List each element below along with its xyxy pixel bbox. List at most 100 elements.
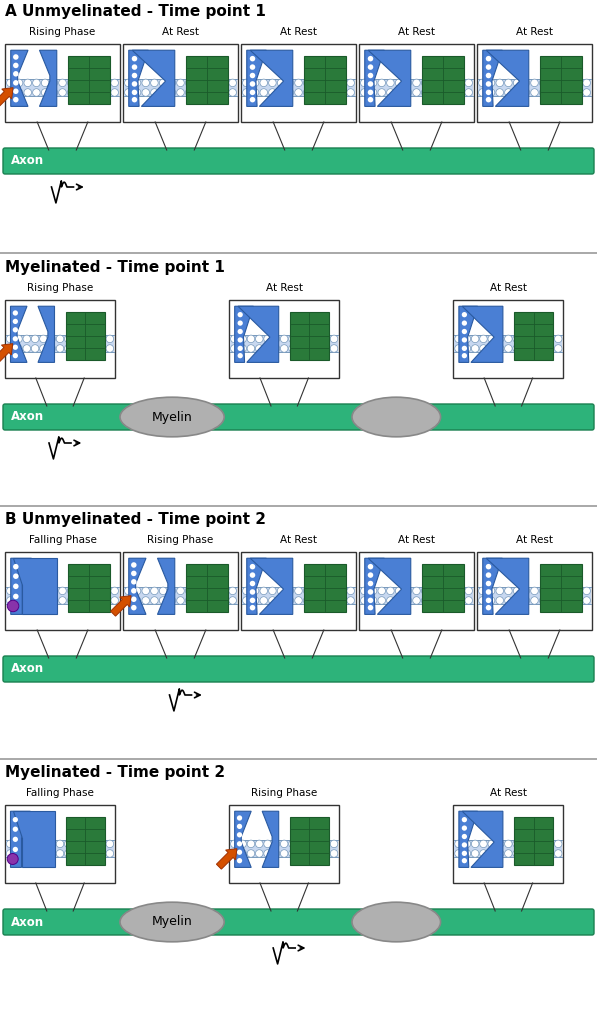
Circle shape bbox=[203, 597, 210, 604]
Polygon shape bbox=[0, 88, 13, 109]
Circle shape bbox=[203, 79, 210, 87]
Circle shape bbox=[413, 597, 420, 604]
Circle shape bbox=[461, 353, 467, 358]
Circle shape bbox=[111, 79, 118, 87]
Circle shape bbox=[85, 79, 93, 87]
Bar bbox=[124, 587, 237, 604]
Circle shape bbox=[583, 89, 590, 96]
Circle shape bbox=[33, 587, 40, 595]
Circle shape bbox=[487, 79, 495, 87]
Text: Falling Phase: Falling Phase bbox=[26, 787, 94, 798]
Circle shape bbox=[150, 587, 158, 595]
Circle shape bbox=[194, 79, 202, 87]
Circle shape bbox=[522, 597, 530, 604]
Circle shape bbox=[106, 850, 113, 857]
Circle shape bbox=[260, 597, 267, 604]
Circle shape bbox=[13, 318, 18, 324]
Circle shape bbox=[312, 79, 319, 87]
Circle shape bbox=[23, 840, 30, 848]
Circle shape bbox=[260, 587, 267, 595]
Circle shape bbox=[378, 89, 386, 96]
Ellipse shape bbox=[352, 397, 441, 437]
Circle shape bbox=[278, 79, 285, 87]
Polygon shape bbox=[290, 312, 330, 359]
Circle shape bbox=[131, 579, 137, 585]
Polygon shape bbox=[422, 564, 464, 611]
Circle shape bbox=[220, 587, 227, 595]
Polygon shape bbox=[186, 56, 227, 103]
Circle shape bbox=[256, 345, 263, 352]
Circle shape bbox=[574, 597, 581, 604]
Circle shape bbox=[278, 89, 285, 96]
Circle shape bbox=[486, 572, 491, 578]
Circle shape bbox=[131, 562, 137, 567]
Circle shape bbox=[504, 79, 512, 87]
Circle shape bbox=[456, 587, 464, 595]
Circle shape bbox=[13, 62, 19, 69]
Circle shape bbox=[557, 89, 564, 96]
Circle shape bbox=[461, 321, 467, 326]
Polygon shape bbox=[365, 558, 384, 614]
Circle shape bbox=[39, 345, 47, 352]
Circle shape bbox=[486, 90, 491, 95]
Circle shape bbox=[338, 89, 346, 96]
Circle shape bbox=[479, 335, 487, 343]
Text: At Rest: At Rest bbox=[490, 787, 527, 798]
Circle shape bbox=[321, 89, 328, 96]
Circle shape bbox=[50, 597, 57, 604]
Polygon shape bbox=[483, 50, 502, 106]
Circle shape bbox=[321, 79, 328, 87]
Circle shape bbox=[272, 345, 279, 352]
Circle shape bbox=[504, 850, 512, 857]
Circle shape bbox=[31, 335, 39, 343]
Circle shape bbox=[7, 840, 14, 848]
Circle shape bbox=[538, 335, 546, 343]
Circle shape bbox=[13, 856, 18, 861]
Circle shape bbox=[111, 597, 118, 604]
Circle shape bbox=[504, 587, 512, 595]
Circle shape bbox=[230, 345, 238, 352]
Circle shape bbox=[486, 73, 491, 78]
Circle shape bbox=[540, 597, 547, 604]
Circle shape bbox=[479, 79, 486, 87]
Circle shape bbox=[50, 587, 57, 595]
Circle shape bbox=[41, 587, 49, 595]
Circle shape bbox=[211, 587, 219, 595]
Circle shape bbox=[455, 840, 462, 848]
Circle shape bbox=[413, 587, 420, 595]
Circle shape bbox=[220, 79, 227, 87]
Circle shape bbox=[250, 581, 256, 587]
Circle shape bbox=[39, 850, 47, 857]
Circle shape bbox=[448, 89, 455, 96]
Circle shape bbox=[347, 587, 355, 595]
Circle shape bbox=[211, 89, 219, 96]
Circle shape bbox=[278, 597, 285, 604]
Circle shape bbox=[303, 587, 311, 595]
Circle shape bbox=[242, 597, 250, 604]
Circle shape bbox=[237, 841, 242, 847]
Circle shape bbox=[286, 597, 294, 604]
Circle shape bbox=[85, 587, 93, 595]
Circle shape bbox=[186, 597, 193, 604]
Circle shape bbox=[395, 79, 403, 87]
Text: Rising Phase: Rising Phase bbox=[27, 283, 93, 293]
Circle shape bbox=[59, 79, 66, 87]
Circle shape bbox=[479, 597, 486, 604]
Circle shape bbox=[461, 817, 467, 822]
Polygon shape bbox=[132, 50, 175, 106]
Polygon shape bbox=[66, 312, 105, 359]
Circle shape bbox=[64, 840, 72, 848]
Polygon shape bbox=[368, 558, 411, 614]
Circle shape bbox=[239, 840, 247, 848]
Circle shape bbox=[59, 587, 66, 595]
Circle shape bbox=[7, 600, 19, 611]
Circle shape bbox=[237, 850, 242, 855]
Circle shape bbox=[313, 335, 321, 343]
Circle shape bbox=[250, 65, 256, 70]
Circle shape bbox=[23, 345, 30, 352]
Polygon shape bbox=[459, 306, 478, 362]
Circle shape bbox=[106, 840, 113, 848]
Circle shape bbox=[90, 850, 97, 857]
Polygon shape bbox=[158, 558, 175, 614]
Circle shape bbox=[583, 597, 590, 604]
